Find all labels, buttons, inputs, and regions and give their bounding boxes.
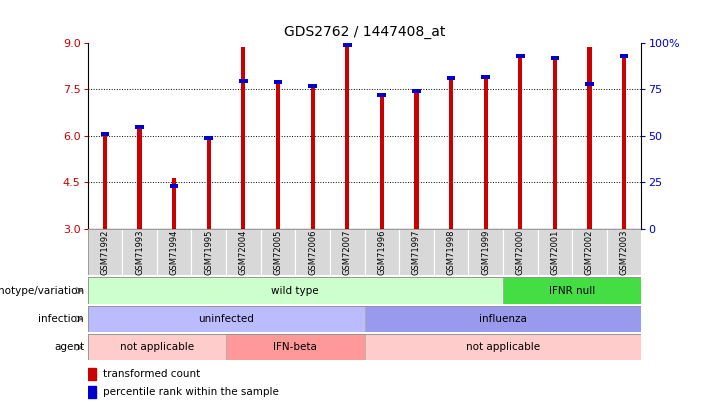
Bar — [330, 229, 365, 275]
Bar — [88, 334, 226, 360]
Bar — [88, 368, 96, 380]
Bar — [101, 132, 109, 136]
Bar — [239, 79, 247, 83]
Text: not applicable: not applicable — [120, 342, 194, 352]
Bar — [308, 83, 317, 87]
Bar — [482, 75, 490, 79]
Bar — [365, 229, 399, 275]
Text: GSM71993: GSM71993 — [135, 229, 144, 275]
Bar — [484, 78, 488, 229]
Text: IFNR null: IFNR null — [549, 286, 595, 296]
Bar — [572, 229, 607, 275]
Bar — [137, 130, 142, 229]
Text: GSM72000: GSM72000 — [516, 229, 525, 275]
Text: uninfected: uninfected — [198, 314, 254, 324]
Bar — [191, 229, 226, 275]
Bar — [399, 229, 434, 275]
Bar — [261, 229, 295, 275]
Text: genotype/variation: genotype/variation — [0, 286, 84, 296]
Bar — [587, 47, 592, 229]
Bar — [295, 229, 330, 275]
Text: GSM71994: GSM71994 — [170, 229, 179, 275]
Bar — [103, 136, 107, 229]
Text: infection: infection — [39, 314, 84, 324]
Text: GSM71997: GSM71997 — [412, 229, 421, 275]
Text: GSM72003: GSM72003 — [620, 229, 629, 275]
Bar — [88, 306, 365, 332]
Bar — [170, 184, 179, 188]
Bar — [273, 81, 283, 85]
Text: influenza: influenza — [479, 314, 527, 324]
Bar — [226, 334, 365, 360]
Bar — [449, 80, 453, 229]
Text: agent: agent — [54, 342, 84, 352]
Bar — [378, 93, 386, 97]
Text: not applicable: not applicable — [466, 342, 540, 352]
Bar — [365, 306, 641, 332]
Bar — [345, 47, 349, 229]
Text: GSM71996: GSM71996 — [377, 229, 386, 275]
Bar — [518, 58, 522, 229]
Bar — [380, 95, 384, 229]
Bar — [172, 177, 176, 229]
Bar — [503, 277, 641, 304]
Bar — [607, 229, 641, 275]
Text: GSM72007: GSM72007 — [343, 229, 352, 275]
Bar — [135, 126, 144, 130]
Text: percentile rank within the sample: percentile rank within the sample — [103, 387, 279, 397]
Text: IFN-beta: IFN-beta — [273, 342, 318, 352]
Bar — [620, 54, 628, 58]
Bar — [468, 229, 503, 275]
Bar — [241, 47, 245, 229]
Bar — [622, 55, 626, 229]
Bar — [205, 136, 213, 140]
Bar — [88, 386, 96, 398]
Text: GSM72006: GSM72006 — [308, 229, 317, 275]
Bar — [412, 89, 421, 93]
Text: GSM71999: GSM71999 — [481, 229, 490, 275]
Bar — [88, 229, 122, 275]
Bar — [311, 85, 315, 229]
Bar — [553, 58, 557, 229]
Bar — [447, 77, 456, 81]
Bar — [207, 136, 211, 229]
Bar — [538, 229, 572, 275]
Bar — [434, 229, 468, 275]
Text: GSM71992: GSM71992 — [100, 229, 109, 275]
Bar — [550, 55, 559, 60]
Bar — [122, 229, 157, 275]
Text: transformed count: transformed count — [103, 369, 200, 379]
Bar — [276, 80, 280, 229]
Bar — [503, 229, 538, 275]
Text: GSM72001: GSM72001 — [550, 229, 559, 275]
Text: GSM71998: GSM71998 — [447, 229, 456, 275]
Bar — [226, 229, 261, 275]
Bar — [343, 43, 351, 47]
Bar — [516, 54, 524, 58]
Text: GSM72005: GSM72005 — [273, 229, 283, 275]
Bar — [365, 334, 641, 360]
Text: GSM71995: GSM71995 — [204, 229, 213, 275]
Text: wild type: wild type — [271, 286, 319, 296]
Bar — [88, 277, 503, 304]
Text: GSM72004: GSM72004 — [239, 229, 248, 275]
Bar — [585, 82, 594, 86]
Bar — [157, 229, 191, 275]
Text: GSM72002: GSM72002 — [585, 229, 594, 275]
Title: GDS2762 / 1447408_at: GDS2762 / 1447408_at — [284, 25, 445, 39]
Bar — [414, 92, 418, 229]
